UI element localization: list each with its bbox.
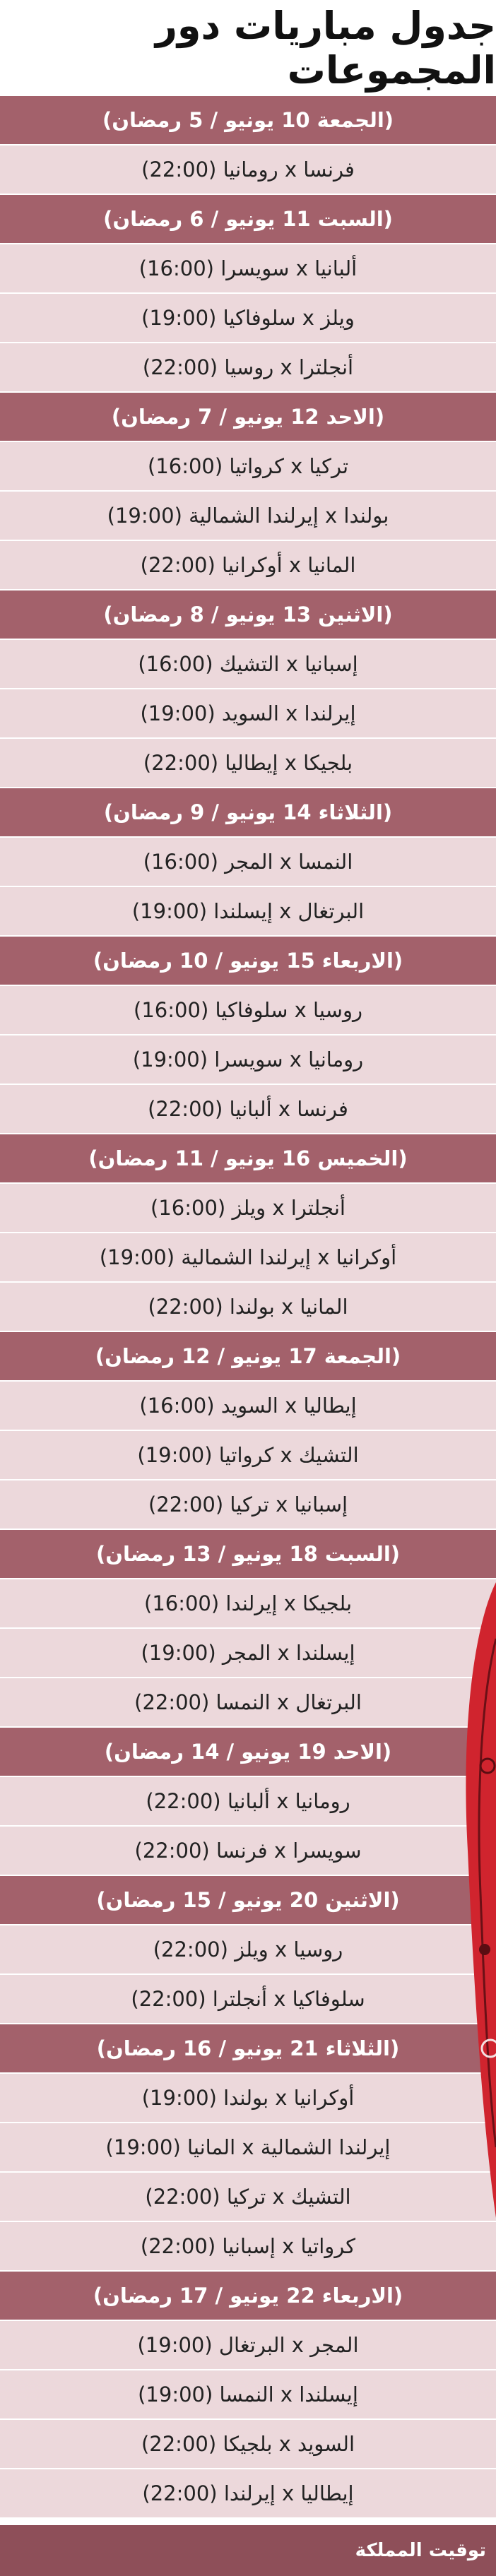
match-row: أنجلترا x ويلز (16:00) xyxy=(0,1184,496,1232)
day-header: (الجمعة 17 يونيو / 12 رمضان) xyxy=(0,1332,496,1380)
match-row: المانيا x أوكرانيا (22:00) xyxy=(0,541,496,589)
day-header: (الثلاثاء 14 يونيو / 9 رمضان) xyxy=(0,788,496,836)
match-row: إيسلندا x المجر (19:00) xyxy=(0,1629,496,1677)
match-row: إسبانيا x تركيا (22:00) xyxy=(0,1480,496,1529)
match-row: ويلز x سلوفاكيا (19:00) xyxy=(0,294,496,342)
match-row: إيسلندا x النمسا (19:00) xyxy=(0,2370,496,2418)
match-row: ألبانيا x سويسرا (16:00) xyxy=(0,244,496,292)
title: جدول مباريات دور المجموعات xyxy=(155,4,496,93)
match-row: روسيا x ويلز (22:00) xyxy=(0,1925,496,1973)
match-row: إيرلندا الشمالية x المانيا (19:00) xyxy=(0,2123,496,2171)
day-header: (الاحد 12 يونيو / 7 رمضان) xyxy=(0,393,496,441)
day-header: (الاثنين 13 يونيو / 8 رمضان) xyxy=(0,590,496,639)
match-row: كرواتيا x إسبانيا (22:00) xyxy=(0,2222,496,2270)
match-row: المانيا x بولندا (22:00) xyxy=(0,1283,496,1331)
match-row: روسيا x سلوفاكيا (16:00) xyxy=(0,986,496,1034)
day-header: (الاحد 19 يونيو / 14 رمضان) xyxy=(0,1728,496,1776)
match-row: التشيك x كرواتيا (19:00) xyxy=(0,1431,496,1479)
match-row: سويسرا x فرنسا (22:00) xyxy=(0,1827,496,1875)
match-row: بولندا x إيرلندا الشمالية (19:00) xyxy=(0,492,496,540)
day-header: (الجمعة 10 يونيو / 5 رمضان) xyxy=(0,96,496,144)
day-header: (الاربعاء 22 يونيو / 17 رمضان) xyxy=(0,2272,496,2320)
match-row: أنجلترا x روسيا (22:00) xyxy=(0,343,496,391)
day-header: (الخميس 16 يونيو / 11 رمضان) xyxy=(0,1134,496,1182)
match-row: المجر x البرتغال (19:00) xyxy=(0,2321,496,2369)
match-row: إيرلندا x السويد (19:00) xyxy=(0,689,496,737)
day-header: (الاربعاء 15 يونيو / 10 رمضان) xyxy=(0,937,496,985)
match-row: سلوفاكيا x أنجلترا (22:00) xyxy=(0,1975,496,2023)
match-row: أوكرانيا x إيرلندا الشمالية (19:00) xyxy=(0,1233,496,1281)
match-row: رومانيا x سويسرا (19:00) xyxy=(0,1035,496,1084)
match-row: البرتغال x النمسا (22:00) xyxy=(0,1678,496,1726)
match-row: البرتغال x إيسلندا (19:00) xyxy=(0,887,496,935)
match-row: بلجيكا x إيطاليا (22:00) xyxy=(0,739,496,787)
match-row: السويد x بلجيكا (22:00) xyxy=(0,2420,496,2468)
match-row: إيطاليا x السويد (16:00) xyxy=(0,1382,496,1430)
day-header: (السبت 18 يونيو / 13 رمضان) xyxy=(0,1530,496,1578)
match-row: فرنسا x ألبانيا (22:00) xyxy=(0,1085,496,1133)
match-row: إسبانيا x التشيك (16:00) xyxy=(0,640,496,688)
match-row: أوكرانيا x بولندا (19:00) xyxy=(0,2074,496,2122)
day-header: (السبت 11 يونيو / 6 رمضان) xyxy=(0,195,496,243)
match-row: رومانيا x ألبانيا (22:00) xyxy=(0,1777,496,1825)
match-row: التشيك x تركيا (22:00) xyxy=(0,2173,496,2221)
match-row: النمسا x المجر (16:00) xyxy=(0,838,496,886)
schedule: (الجمعة 10 يونيو / 5 رمضان) فرنسا x رومان… xyxy=(0,96,496,2517)
day-header: (الاثنين 20 يونيو / 15 رمضان) xyxy=(0,1876,496,1924)
match-row: بلجيكا x إيرلندا (16:00) xyxy=(0,1579,496,1627)
match-row: تركيا x كرواتيا (16:00) xyxy=(0,442,496,490)
match-row: فرنسا x رومانيا (22:00) xyxy=(0,146,496,194)
footer: توقيت المملكة xyxy=(0,2525,496,2576)
day-header: (الثلاثاء 21 يونيو / 16 رمضان) xyxy=(0,2024,496,2072)
match-row: إيطاليا x إيرلندا (22:00) xyxy=(0,2469,496,2517)
